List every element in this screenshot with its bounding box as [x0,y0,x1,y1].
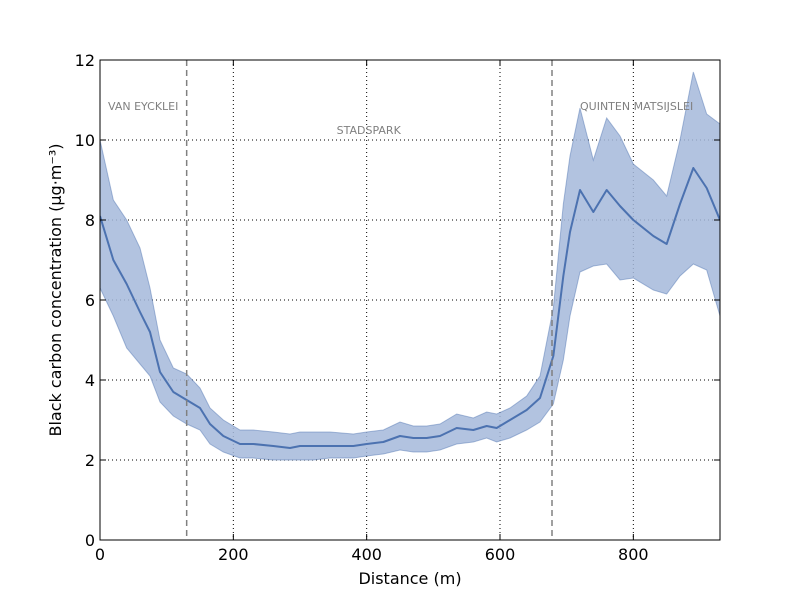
grid [99,59,720,541]
y-tick-label: 6 [85,291,95,310]
y-tick-label: 4 [85,371,95,390]
series-line-layer [100,167,720,449]
x-tick-label: 600 [485,545,516,564]
x-tick-label: 400 [351,545,382,564]
annotation-layer: VAN EYCKLEI STADSPARK QUINTEN MATSIJSLEI [108,100,693,137]
x-tick-label: 800 [618,545,649,564]
x-axis-label: Distance (m) [358,569,461,588]
x-tick-label: 200 [218,545,249,564]
section-annotation: VAN EYCKLEI [108,100,178,113]
tick-layer: 0 200 400 600 800 0 2 4 6 8 10 12 [75,51,720,564]
y-axis-label: Black carbon concentration (μg·m⁻³) [46,144,65,437]
x-tick-label: 0 [95,545,105,564]
y-tick-label: 0 [85,531,95,550]
section-annotation: QUINTEN MATSIJSLEI [580,100,693,113]
section-divider-layer [185,60,553,540]
y-tick-label: 10 [75,131,95,150]
y-tick-label: 12 [75,51,95,70]
y-tick-label: 8 [85,211,95,230]
y-tick-label: 2 [85,451,95,470]
section-annotation: STADSPARK [337,124,402,137]
confidence-band-layer [100,71,720,461]
series-line [100,167,720,449]
confidence-band [100,71,720,461]
